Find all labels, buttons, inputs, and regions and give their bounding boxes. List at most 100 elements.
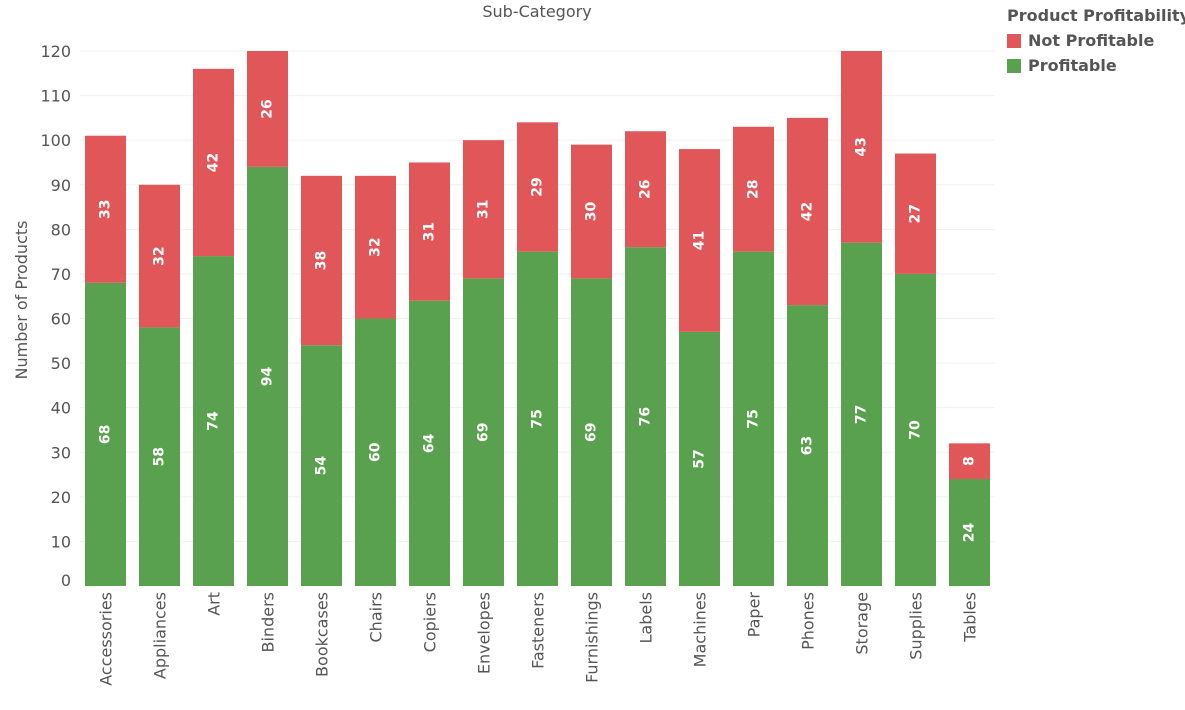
x-tick-label-phones: Phones (799, 592, 818, 650)
x-tick-label-envelopes: Envelopes (475, 592, 494, 674)
data-label-profitable-bookcases: 54 (314, 456, 330, 476)
bar-profitable-accessories (85, 282, 126, 586)
bar-not-profitable-fasteners (517, 122, 558, 252)
data-label-profitable-paper: 75 (746, 409, 762, 428)
bar-profitable-tables (949, 479, 990, 586)
bar-profitable-furnishings (571, 278, 612, 586)
data-label-profitable-storage: 77 (854, 405, 870, 424)
data-label-profitable-labels: 76 (638, 407, 654, 426)
bar-profitable-bookcases (301, 345, 342, 586)
bar-profitable-storage (841, 242, 882, 587)
y-tick-label-80: 80 (51, 220, 71, 239)
data-label-profitable-appliances: 58 (152, 447, 168, 466)
x-tick-label-paper: Paper (745, 592, 764, 638)
data-label-not-profitable-art: 42 (206, 153, 222, 172)
x-tick-label-binders: Binders (259, 592, 278, 652)
bar-not-profitable-envelopes (463, 140, 504, 279)
y-tick-label-90: 90 (51, 176, 71, 195)
x-tick-label-storage: Storage (853, 592, 872, 655)
data-label-profitable-copiers: 64 (422, 433, 438, 453)
bar-not-profitable-furnishings (571, 144, 612, 279)
data-label-not-profitable-appliances: 32 (152, 246, 168, 265)
data-label-profitable-tables: 24 (962, 523, 978, 543)
legend-label-profitable: Profitable (1028, 56, 1117, 75)
x-tick-label-bookcases: Bookcases (313, 592, 332, 677)
data-label-not-profitable-machines: 41 (692, 231, 708, 250)
data-label-not-profitable-supplies: 27 (908, 204, 924, 223)
bar-profitable-appliances (139, 327, 180, 586)
y-tick-label-30: 30 (51, 443, 71, 462)
data-label-not-profitable-envelopes: 31 (476, 200, 492, 219)
y-tick-label-100: 100 (40, 131, 71, 150)
bar-profitable-art (193, 256, 234, 586)
bar-profitable-paper (733, 251, 774, 586)
data-label-profitable-fasteners: 75 (530, 409, 546, 428)
y-tick-label-50: 50 (51, 354, 71, 373)
bar-profitable-chairs (355, 318, 396, 586)
x-tick-label-furnishings: Furnishings (583, 592, 602, 683)
data-label-not-profitable-bookcases: 38 (314, 251, 330, 270)
data-label-not-profitable-tables: 8 (962, 456, 978, 466)
data-label-profitable-supplies: 70 (908, 420, 924, 440)
data-label-profitable-chairs: 60 (368, 442, 384, 462)
y-tick-label-10: 10 (51, 532, 71, 551)
bar-not-profitable-supplies (895, 153, 936, 274)
data-label-not-profitable-accessories: 33 (98, 200, 114, 219)
data-label-profitable-furnishings: 69 (584, 422, 600, 441)
data-label-not-profitable-copiers: 31 (422, 222, 438, 241)
data-label-not-profitable-furnishings: 30 (584, 202, 600, 222)
y-tick-label-0: 0 (61, 571, 71, 590)
bar-not-profitable-copiers (409, 162, 450, 301)
data-label-not-profitable-binders: 26 (260, 99, 276, 118)
bar-profitable-fasteners (517, 251, 558, 586)
bar-not-profitable-bookcases (301, 175, 342, 346)
legend-label-not-profitable: Not Profitable (1028, 31, 1155, 50)
x-tick-label-chairs: Chairs (367, 592, 386, 642)
bar-not-profitable-accessories (85, 135, 126, 283)
legend-swatch-not-profitable (1007, 33, 1021, 48)
bar-not-profitable-storage (841, 51, 882, 243)
y-tick-label-20: 20 (51, 488, 71, 507)
x-tick-label-appliances: Appliances (151, 592, 170, 679)
chart-title: Sub-Category (482, 2, 591, 21)
data-label-profitable-machines: 57 (692, 449, 708, 468)
bar-not-profitable-binders (247, 51, 288, 167)
y-tick-label-60: 60 (51, 310, 71, 329)
x-tick-label-labels: Labels (637, 592, 656, 644)
legend: Product Profitability Not Profitable Pro… (1007, 6, 1185, 75)
data-label-profitable-phones: 63 (800, 436, 816, 455)
bar-profitable-labels (625, 247, 666, 586)
bar-not-profitable-phones (787, 117, 828, 306)
data-label-profitable-binders: 94 (260, 366, 276, 386)
data-label-not-profitable-storage: 43 (854, 137, 870, 156)
y-tick-label-120: 120 (40, 42, 71, 61)
y-tick-label-110: 110 (40, 87, 71, 106)
bar-profitable-supplies (895, 273, 936, 586)
bar-not-profitable-paper (733, 126, 774, 252)
bar-profitable-envelopes (463, 278, 504, 586)
bar-profitable-binders (247, 166, 288, 586)
x-tick-label-copiers: Copiers (421, 592, 440, 652)
x-tick-label-tables: Tables (961, 592, 980, 643)
bar-not-profitable-labels (625, 131, 666, 248)
data-label-not-profitable-chairs: 32 (368, 237, 384, 256)
x-tick-label-art: Art (205, 592, 224, 616)
legend-item-profitable[interactable]: Profitable (1007, 56, 1185, 75)
data-label-not-profitable-labels: 26 (638, 179, 654, 198)
bar-profitable-copiers (409, 300, 450, 586)
bar-profitable-machines (679, 331, 720, 586)
y-tick-label-40: 40 (51, 399, 71, 418)
data-label-profitable-envelopes: 69 (476, 422, 492, 441)
bar-not-profitable-machines (679, 149, 720, 332)
data-label-not-profitable-paper: 28 (746, 179, 762, 198)
data-label-not-profitable-fasteners: 29 (530, 177, 546, 196)
data-label-profitable-accessories: 68 (98, 425, 114, 444)
y-axis-title: Number of Products (12, 221, 31, 380)
legend-item-not-profitable[interactable]: Not Profitable (1007, 31, 1185, 50)
bar-not-profitable-art (193, 68, 234, 257)
data-label-profitable-art: 74 (206, 411, 222, 431)
bar-not-profitable-chairs (355, 175, 396, 319)
x-tick-label-accessories: Accessories (97, 592, 116, 686)
